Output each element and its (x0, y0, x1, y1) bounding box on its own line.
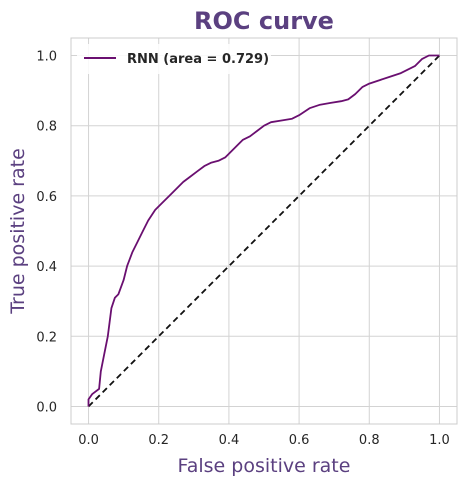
x-tick-label: 1.0 (429, 433, 450, 448)
x-tick-label: 0.2 (148, 433, 169, 448)
roc-curve-rnn (87, 54, 440, 407)
y-tick-label: 0.4 (36, 260, 57, 275)
x-tick-label: 0.4 (219, 433, 240, 448)
x-tick-label: 0.8 (359, 433, 380, 448)
legend: RNN (area = 0.729) (77, 44, 271, 74)
y-axis-label: True positive rate (7, 148, 29, 315)
chart-title: ROC curve (194, 7, 334, 35)
plot-area (87, 54, 441, 408)
x-tick-label: 0.6 (289, 433, 310, 448)
tick-labels: 0.0 0.2 0.4 0.6 0.8 1.0 0.0 0.2 0.4 0.6 0.8 1.0 (36, 50, 449, 448)
x-axis-label: False positive rate (178, 455, 351, 477)
x-tick-label: 0.0 (78, 433, 99, 448)
legend-label-rnn: RNN (area = 0.729) (127, 52, 269, 67)
y-tick-label: 0.0 (36, 400, 57, 415)
legend-box (77, 44, 271, 74)
y-tick-label: 0.2 (36, 330, 57, 345)
chance-diagonal-line (87, 54, 441, 408)
y-tick-label: 0.6 (36, 190, 57, 205)
grid (71, 38, 457, 424)
y-tick-label: 0.8 (36, 120, 57, 135)
plot-frame (70, 37, 458, 425)
y-tick-label: 1.0 (36, 50, 57, 65)
